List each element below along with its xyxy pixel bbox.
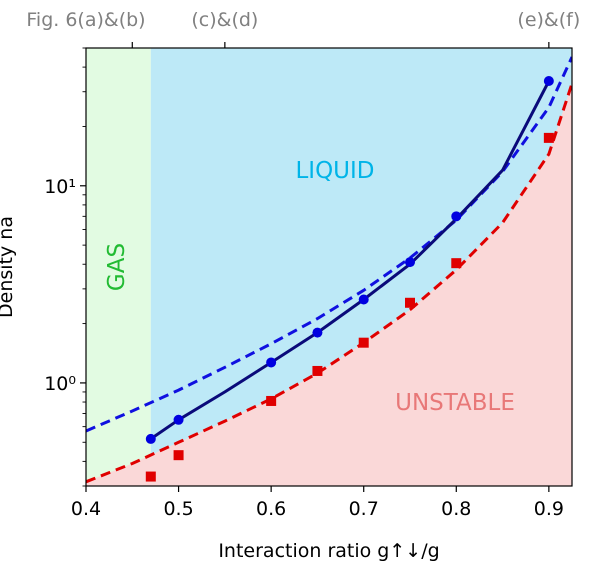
unstable-data-point	[312, 365, 323, 376]
x-tick-label: 0.7	[349, 498, 379, 520]
unstable-data-point	[145, 471, 156, 482]
liquid-data-point	[266, 357, 277, 368]
unstable-data-point	[358, 337, 369, 348]
series-layer	[86, 56, 572, 484]
unstable-data-point	[173, 450, 184, 461]
unstable-data-point	[266, 395, 277, 406]
liquid-region-label: LIQUID	[295, 158, 374, 184]
liquid-data-point	[145, 433, 156, 444]
top-tick-label: Fig. 6(a)&(b)	[26, 9, 145, 31]
liquid-data-point	[173, 414, 184, 425]
x-tick-label: 0.6	[256, 498, 286, 520]
plot-area	[86, 48, 572, 486]
unstable-data-point	[543, 132, 554, 143]
top-axis: Fig. 6(a)&(b) (c)&(d) (e)&(f)	[26, 9, 580, 48]
plot-frame	[85, 47, 573, 487]
x-tick-label: 0.8	[441, 498, 471, 520]
top-tick-label: (c)&(d)	[191, 9, 258, 31]
x-tick-label: 0.4	[71, 498, 101, 520]
liquid-data-point	[358, 294, 369, 305]
y-axis-label: Density na	[0, 216, 17, 318]
x-axis: 0.4 0.5 0.6 0.7 0.8 0.9	[71, 486, 564, 520]
liquid-data-point	[312, 327, 323, 338]
gas-region	[86, 48, 151, 486]
x-tick-label: 0.9	[534, 498, 564, 520]
y-tick-label: 10⁰	[44, 373, 76, 395]
top-tick-label: (e)&(f)	[517, 9, 580, 31]
unstable-region	[86, 83, 572, 486]
y-axis: 10⁰ 10¹	[44, 47, 86, 487]
unstable-region-label: UNSTABLE	[395, 390, 515, 416]
unstable-data-point	[451, 258, 462, 269]
liquid-data-point	[543, 76, 554, 87]
x-axis-label: Interaction ratio g↑↓/g	[218, 540, 439, 562]
y-tick-label: 10¹	[44, 176, 76, 198]
liquid-data-point	[451, 211, 462, 222]
gas-region-label: GAS	[104, 243, 130, 291]
x-tick-label: 0.5	[163, 498, 193, 520]
liquid-boundary-curve	[149, 79, 551, 441]
liquid-data-point	[405, 257, 415, 268]
unstable-data-point	[405, 297, 415, 308]
